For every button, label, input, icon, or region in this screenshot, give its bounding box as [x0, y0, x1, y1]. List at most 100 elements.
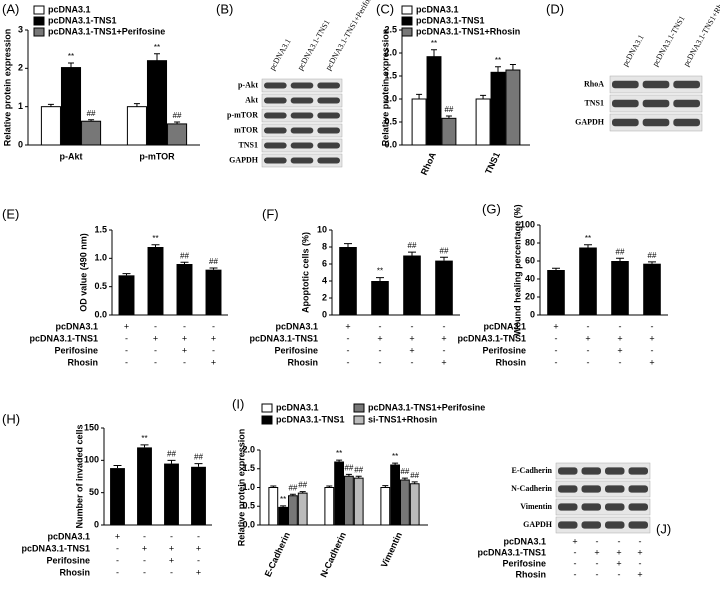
blot-band	[264, 112, 287, 119]
condition-value: +	[441, 357, 446, 367]
blot-band	[317, 127, 340, 134]
bar	[441, 117, 457, 146]
y-tick-label: 1	[18, 101, 23, 111]
condition-value: -	[443, 321, 446, 331]
y-tick-label: 1.5	[94, 224, 107, 234]
condition-value: -	[379, 357, 382, 367]
annotation: ##	[400, 467, 409, 476]
blot-band	[581, 503, 601, 511]
condition-value: -	[183, 357, 186, 367]
error-bar	[167, 459, 176, 464]
error-bar	[431, 49, 437, 57]
y-tick-label: 0.5	[94, 281, 107, 291]
blot-strip	[555, 480, 651, 498]
y-tick-label: 8	[322, 241, 327, 251]
condition-value: -	[443, 345, 446, 355]
condition-label: Rhosin	[68, 357, 99, 367]
bar	[547, 270, 565, 315]
bar	[475, 98, 491, 146]
annotation: ##	[173, 111, 182, 120]
annotation: ##	[288, 483, 297, 492]
condition-value: -	[212, 345, 215, 355]
condition-value: +	[182, 333, 187, 343]
error-bar	[180, 261, 189, 264]
y-tick-label: 0	[94, 519, 99, 529]
bar	[268, 487, 279, 526]
blot-strip	[555, 462, 651, 480]
condition-value: +	[169, 555, 174, 565]
blot-band	[558, 521, 578, 529]
y-tick-label: 100	[520, 219, 535, 229]
y-tick-label: 2.5	[384, 24, 397, 34]
bar	[110, 468, 125, 525]
blot-band	[642, 99, 670, 108]
condition-value: -	[116, 567, 119, 577]
condition-value: -	[411, 321, 414, 331]
condition-value: -	[619, 321, 622, 331]
error-bar	[480, 94, 487, 99]
row-label: p-mTOR	[227, 110, 258, 119]
bar	[40, 106, 61, 146]
blot-band	[628, 485, 648, 493]
bar	[126, 106, 147, 146]
error-bar	[445, 115, 452, 119]
bar	[191, 466, 206, 525]
blot-band	[673, 99, 700, 108]
bar	[164, 463, 179, 525]
annotation: ##	[444, 105, 453, 114]
condition-value: -	[125, 333, 128, 343]
condition-value: -	[143, 555, 146, 565]
y-tick-label: 50	[89, 487, 99, 497]
bar	[334, 461, 345, 526]
lane-label: pcDNA3.1-TNS1+Rhosin	[682, 0, 720, 68]
condition-label: pcDNA3.1	[483, 321, 526, 331]
condition-value: +	[169, 543, 174, 553]
condition-value: -	[574, 569, 577, 579]
blot-band	[642, 80, 670, 89]
condition-value: -	[618, 569, 621, 579]
x-tick-label: p-mTOR	[139, 151, 175, 161]
condition-label: Rhosin	[288, 357, 319, 367]
blot-band	[612, 118, 639, 127]
condition-value: -	[411, 357, 414, 367]
bar	[643, 263, 661, 315]
bar	[400, 479, 410, 526]
x-tick-label: Vimentin	[379, 531, 404, 570]
y-axis-label: Wound healing percentage (%)	[512, 204, 522, 335]
condition-value: +	[616, 547, 621, 557]
error-bar	[289, 493, 296, 496]
blot-band	[605, 521, 625, 529]
y-axis-label: Number of invaded cells	[74, 424, 84, 528]
condition-value: +	[196, 543, 201, 553]
row-label: p-Akt	[238, 80, 258, 89]
bar	[380, 487, 391, 526]
blot-band	[605, 503, 625, 511]
error-bar	[209, 267, 218, 270]
legend-label: pcDNA3.1	[276, 402, 319, 412]
blot-band	[673, 80, 700, 89]
annotation: **	[392, 452, 398, 461]
blot-band	[628, 467, 648, 475]
condition-value: -	[125, 357, 128, 367]
condition-value: +	[553, 321, 558, 331]
annotation: **	[431, 39, 437, 48]
legend-swatch	[33, 16, 45, 26]
condition-value: -	[379, 321, 382, 331]
y-tick-label: 20	[525, 291, 535, 301]
y-tick-label: 0.0	[384, 139, 397, 149]
bar	[611, 261, 629, 315]
x-tick-label: p-Akt	[60, 151, 83, 161]
bar	[505, 69, 521, 146]
y-axis-label: OD value (490 nm)	[78, 233, 88, 312]
y-tick-label: 0	[18, 139, 23, 149]
annotation: ##	[194, 453, 203, 462]
bar	[426, 56, 442, 146]
error-bar	[616, 257, 624, 261]
bar	[324, 487, 335, 526]
bar	[409, 483, 420, 526]
y-tick-label: 0.0	[242, 519, 255, 529]
y-tick-label: 6	[322, 258, 327, 268]
condition-value: -	[618, 536, 621, 546]
bar	[297, 492, 308, 526]
